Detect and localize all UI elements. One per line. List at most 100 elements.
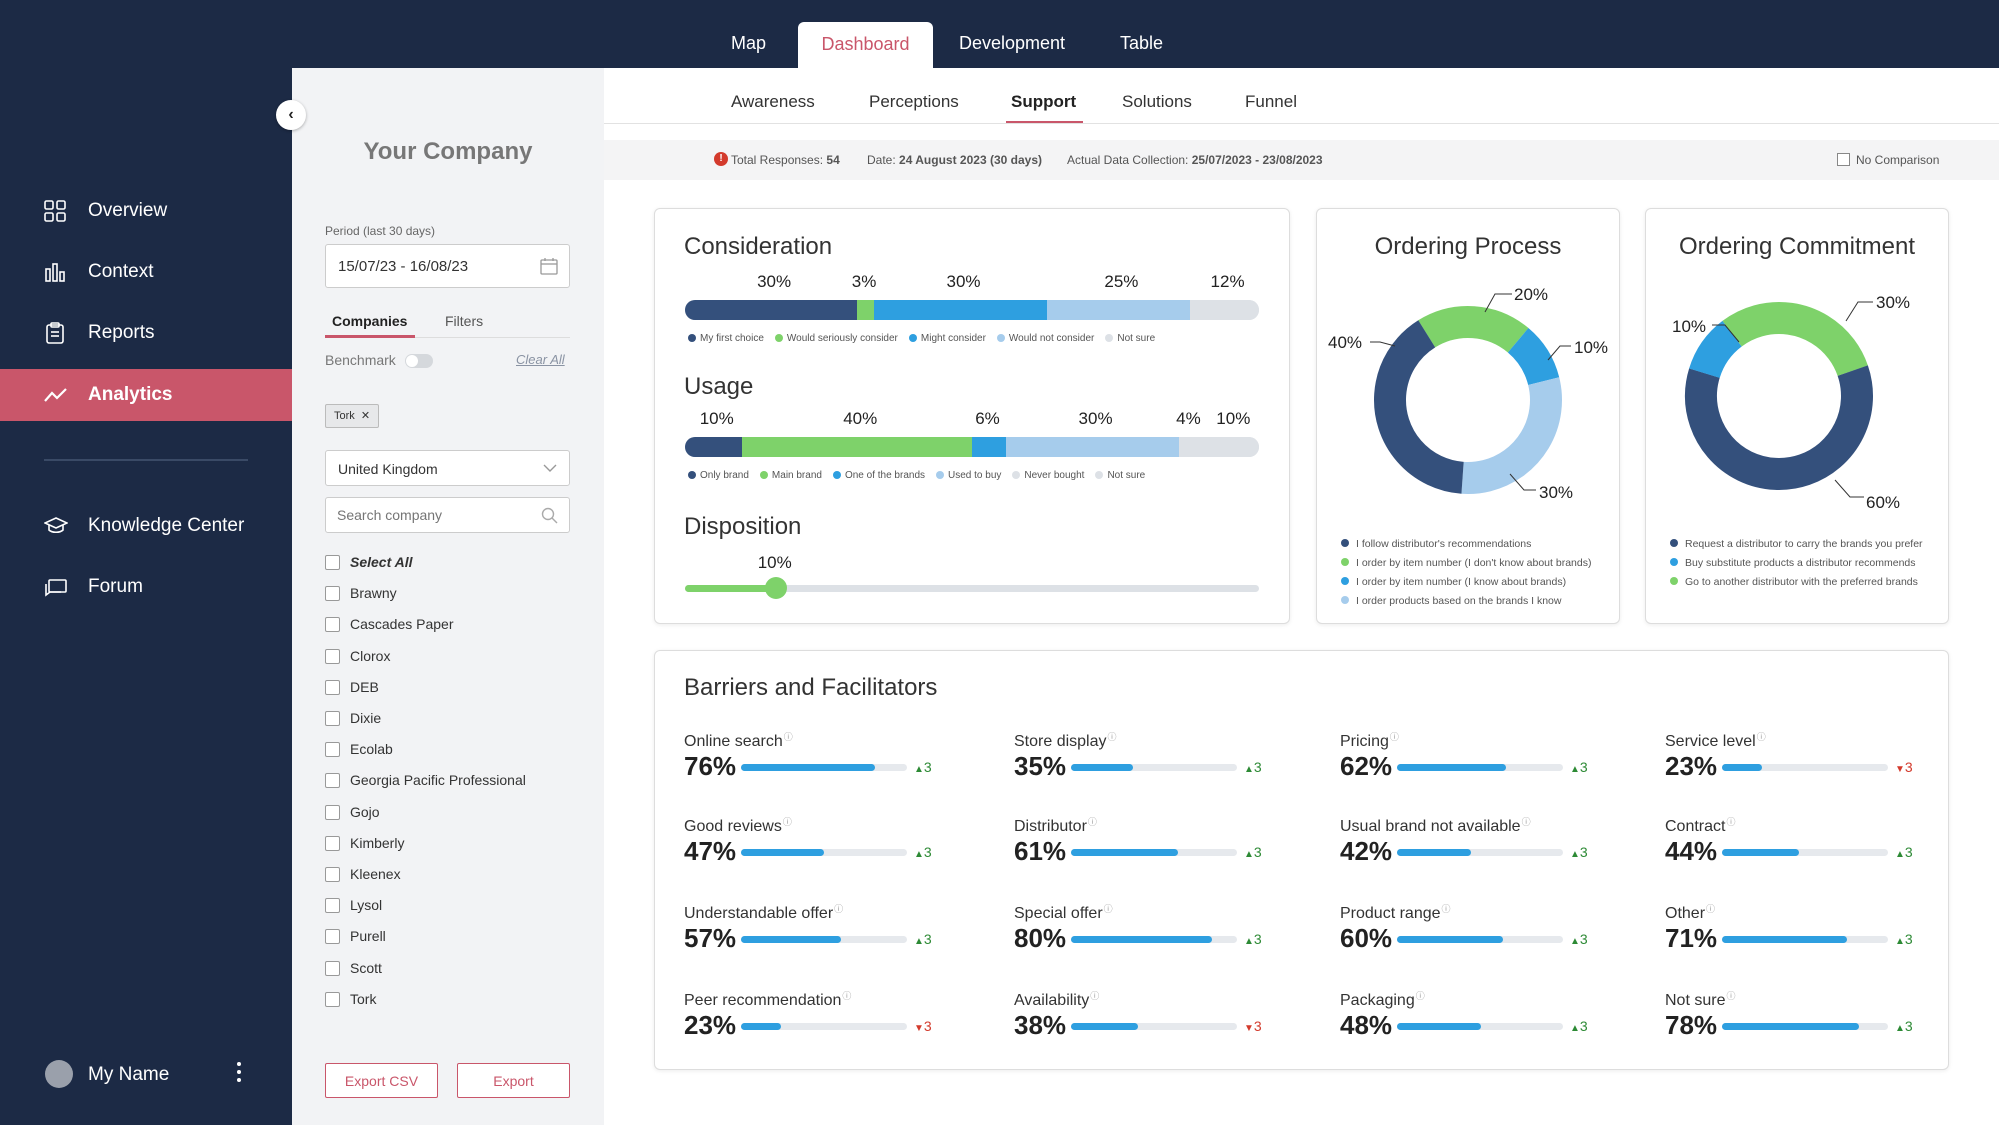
bar-value-label: 30%: [757, 272, 792, 291]
company-checkbox[interactable]: [325, 804, 340, 820]
metric-bar-fill: [1071, 1023, 1138, 1030]
sidebar-item-context[interactable]: Context: [0, 246, 292, 298]
info-icon[interactable]: ⓘ: [1087, 817, 1097, 827]
info-icon[interactable]: ⓘ: [1756, 732, 1766, 742]
company-checkbox[interactable]: [325, 867, 340, 882]
metric-label: Contractⓘ: [1665, 817, 1736, 835]
info-icon[interactable]: ⓘ: [834, 904, 844, 914]
select-all-label: Select All: [350, 554, 413, 570]
metric-label: Distributorⓘ: [1014, 817, 1097, 835]
benchmark-toggle[interactable]: [405, 354, 433, 368]
metric-value: 23%: [1665, 751, 1718, 781]
info-icon[interactable]: ⓘ: [1441, 904, 1451, 914]
metric-bar-fill: [1071, 764, 1133, 771]
arrow-up-icon: ▲: [1570, 936, 1580, 947]
info-icon[interactable]: ⓘ: [1706, 904, 1716, 914]
slice-label: 60%: [1866, 493, 1900, 512]
legend-dot: [996, 334, 1005, 342]
company-checkbox[interactable]: [325, 617, 340, 633]
info-icon[interactable]: ⓘ: [1090, 991, 1100, 1001]
sidebar-item-knowledge-center[interactable]: Knowledge Center: [0, 500, 292, 552]
company-label: Kleenex: [350, 866, 401, 882]
info-icon[interactable]: ⓘ: [1103, 904, 1113, 914]
tab-filters[interactable]: Filters: [445, 313, 484, 329]
legend-label: I follow distributor's recommendations: [1356, 538, 1531, 550]
company-checkbox[interactable]: [325, 679, 340, 695]
period-field[interactable]: 15/07/23 - 16/08/23: [325, 244, 570, 288]
clear-all-link[interactable]: Clear All: [516, 352, 565, 367]
metric-value: 62%: [1340, 751, 1393, 781]
grid-icon: [44, 200, 66, 222]
legend-item: One of the brands: [832, 470, 925, 481]
disposition-handle[interactable]: [764, 577, 787, 599]
metric-label: Packagingⓘ: [1340, 991, 1425, 1009]
search-icon[interactable]: [541, 507, 558, 524]
search-company-field[interactable]: [325, 497, 570, 533]
info-icon[interactable]: ⓘ: [1415, 991, 1425, 1001]
info-icon[interactable]: ⓘ: [1726, 991, 1736, 1001]
info-icon[interactable]: ⓘ: [1107, 732, 1117, 742]
sidebar-item-overview[interactable]: Overview: [0, 185, 292, 237]
sidebar-item-analytics[interactable]: Analytics: [0, 369, 292, 421]
calendar-icon[interactable]: [540, 257, 558, 275]
metric-value: 38%: [1014, 1010, 1067, 1040]
info-icon[interactable]: ⓘ: [1521, 817, 1531, 827]
tab-companies[interactable]: Companies: [332, 313, 408, 329]
more-options-icon[interactable]: [237, 1062, 243, 1086]
info-icon[interactable]: ⓘ: [783, 732, 793, 742]
company-checkbox[interactable]: [325, 929, 340, 945]
period-value: 15/07/23 - 16/08/23: [338, 258, 469, 275]
country-select[interactable]: United Kingdom: [325, 450, 570, 486]
export-button[interactable]: Export: [457, 1063, 570, 1098]
company-checkbox[interactable]: [325, 648, 340, 664]
tab-dashboard[interactable]: Dashboard: [798, 22, 933, 68]
search-input[interactable]: [337, 498, 537, 532]
legend-item: Used to buy: [936, 470, 1001, 481]
metric-value: 57%: [684, 923, 737, 953]
info-icon[interactable]: ⓘ: [1726, 817, 1736, 827]
info-icon[interactable]: ⓘ: [782, 817, 792, 827]
subtab-awareness[interactable]: Awareness: [731, 92, 815, 111]
metric-bar-track: [1071, 936, 1237, 943]
arrow-up-icon: ▲: [914, 849, 924, 860]
company-label: Georgia Pacific Professional: [350, 772, 526, 789]
subtab-solutions[interactable]: Solutions: [1122, 92, 1192, 111]
close-icon[interactable]: ✕: [360, 410, 371, 422]
company-checkbox[interactable]: [325, 898, 340, 914]
legend-dot: [1095, 471, 1104, 479]
collapse-sidebar-button[interactable]: ‹: [276, 100, 306, 130]
info-icon[interactable]: ⓘ: [842, 991, 852, 1001]
subtab-support[interactable]: Support: [1011, 92, 1077, 111]
sidebar-item-forum[interactable]: Forum: [0, 561, 292, 613]
company-checkbox[interactable]: [325, 773, 340, 789]
label-leader-line: [1370, 341, 1396, 347]
export-csv-button[interactable]: Export CSV: [325, 1063, 438, 1098]
company-checkbox[interactable]: [325, 586, 340, 602]
subtab-funnel[interactable]: Funnel: [1245, 92, 1297, 111]
company-checkbox[interactable]: [325, 742, 340, 758]
delta-value: 3: [1253, 759, 1262, 775]
delta-value: 3: [1579, 931, 1588, 947]
arrow-up-icon: ▲: [1244, 936, 1254, 947]
company-checkbox[interactable]: [325, 711, 340, 726]
select-all-checkbox[interactable]: [325, 555, 340, 570]
tab-map[interactable]: Map: [731, 33, 767, 53]
delta-value: 3: [923, 931, 932, 947]
tab-development[interactable]: Development: [959, 33, 1066, 53]
sidebar-item-reports[interactable]: Reports: [0, 307, 292, 359]
metric-bar-fill: [741, 764, 875, 771]
avatar[interactable]: [45, 1060, 73, 1088]
delta-indicator: ▼3: [1895, 759, 1913, 775]
info-icon[interactable]: ⓘ: [1389, 732, 1399, 742]
bar-value-label: 12%: [1210, 272, 1245, 291]
company-checkbox[interactable]: [325, 960, 340, 976]
user-name[interactable]: My Name: [88, 1064, 170, 1085]
bar-value-label: 30%: [946, 272, 981, 291]
tab-table[interactable]: Table: [1120, 33, 1164, 53]
company-label: Scott: [350, 959, 382, 976]
subtab-perceptions[interactable]: Perceptions: [869, 92, 959, 111]
no-comparison-checkbox[interactable]: [1837, 153, 1850, 166]
delta-indicator: ▲3: [1570, 1018, 1588, 1034]
company-checkbox[interactable]: [325, 835, 340, 851]
company-checkbox[interactable]: [325, 991, 340, 1007]
